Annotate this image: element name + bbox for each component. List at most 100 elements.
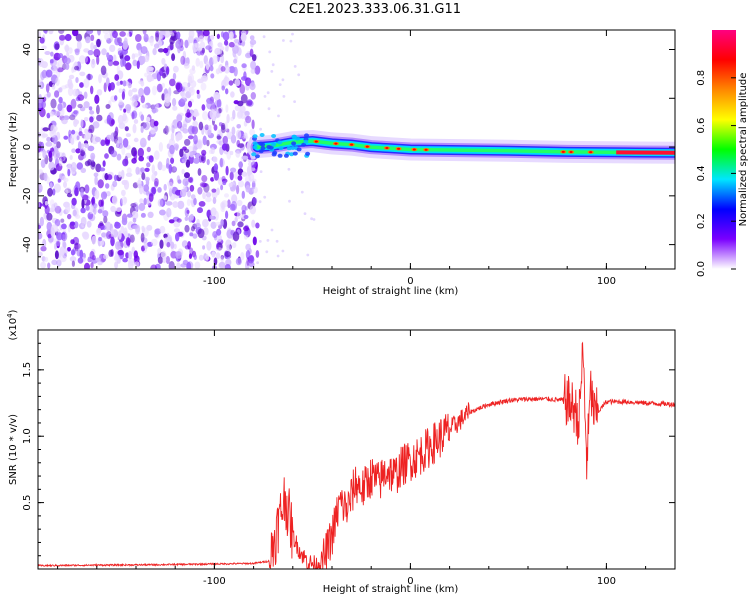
noise-speck: [83, 78, 90, 88]
noise-speck: [159, 239, 164, 249]
spectrogram-plot: [38, 30, 675, 269]
noise-speck: [256, 261, 259, 265]
noise-speck: [224, 65, 230, 74]
noise-speck: [146, 116, 151, 123]
noise-speck: [45, 141, 53, 147]
noise-speck: [249, 205, 257, 215]
noise-speck: [130, 203, 137, 208]
noise-speck: [69, 256, 77, 262]
noise-speck: [123, 180, 130, 190]
noise-speck: [99, 167, 106, 172]
signal-blob: [283, 153, 289, 158]
noise-speck: [268, 50, 272, 54]
noise-speck: [87, 128, 93, 133]
noise-speck: [81, 198, 85, 209]
signal-peak: [334, 142, 338, 145]
noise-speck: [245, 243, 251, 251]
signal-peak: [350, 143, 354, 146]
noise-speck: [126, 167, 132, 174]
noise-speck: [98, 74, 102, 84]
noise-speck: [175, 134, 180, 142]
noise-speck: [87, 73, 91, 81]
noise-speck: [222, 180, 227, 186]
noise-speck: [41, 61, 48, 69]
noise-speck: [102, 30, 110, 34]
y-tick-label: -40: [22, 236, 33, 252]
noise-speck: [230, 167, 237, 173]
noise-speck: [243, 225, 250, 232]
noise-speck: [100, 139, 106, 147]
noise-speck: [151, 164, 155, 174]
noise-speck: [180, 263, 187, 268]
y-tick-label: 40: [22, 43, 33, 56]
noise-speck: [266, 91, 270, 95]
noise-speck: [118, 171, 122, 178]
noise-speck: [72, 88, 79, 97]
noise-speck: [58, 53, 64, 59]
noise-speck: [94, 136, 101, 143]
noise-speck: [246, 257, 250, 266]
noise-speck: [300, 190, 304, 194]
noise-speck: [90, 160, 96, 170]
colorbar-tick-label: 0.4: [696, 165, 707, 181]
noise-speck: [103, 215, 108, 224]
noise-speck: [121, 217, 128, 226]
noise-speck: [206, 159, 210, 166]
noise-speck: [56, 259, 62, 267]
noise-speck: [165, 256, 170, 264]
signal-peak: [314, 140, 318, 143]
noise-speck: [237, 175, 243, 181]
noise-speck: [148, 155, 154, 163]
noise-speck: [224, 264, 231, 269]
noise-speck: [56, 232, 63, 241]
noise-speck: [122, 80, 127, 87]
noise-speck: [240, 32, 247, 42]
noise-speck: [233, 38, 240, 44]
noise-speck: [229, 31, 234, 40]
noise-speck: [171, 124, 175, 134]
noise-speck: [263, 95, 267, 98]
noise-speck: [72, 209, 77, 217]
noise-speck: [71, 148, 76, 153]
noise-speck: [93, 172, 99, 178]
noise-speck: [195, 57, 200, 67]
noise-speck: [240, 252, 245, 261]
noise-speck: [119, 31, 126, 37]
noise-speck: [157, 256, 163, 264]
noise-speck: [293, 65, 297, 68]
noise-speck: [194, 42, 200, 48]
noise-speck: [110, 227, 115, 238]
noise-speck: [241, 171, 248, 177]
noise-speck: [98, 237, 103, 242]
colorbar-gradient: [712, 30, 736, 269]
noise-speck: [245, 77, 252, 86]
noise-speck: [233, 100, 239, 105]
noise-speck: [267, 107, 271, 111]
y-tick-label: -20: [22, 188, 33, 204]
signal-blob: [252, 141, 258, 146]
y-tick-label: 0.5: [22, 495, 33, 511]
noise-speck: [50, 98, 57, 109]
noise-speck: [38, 143, 42, 153]
noise-speck: [88, 106, 93, 111]
noise-speck: [196, 89, 200, 95]
noise-speck: [239, 84, 246, 95]
noise-speck: [245, 115, 252, 124]
noise-speck: [157, 187, 162, 193]
noise-speck: [79, 249, 84, 259]
noise-speck: [231, 194, 238, 204]
noise-speck: [250, 60, 257, 70]
noise-speck: [133, 150, 138, 161]
noise-speck: [44, 51, 51, 55]
noise-speck: [184, 39, 189, 49]
noise-speck: [150, 127, 156, 135]
noise-speck: [80, 167, 87, 173]
signal-blob: [303, 139, 309, 144]
noise-speck: [38, 251, 43, 257]
noise-speck: [131, 100, 138, 108]
signal-blob: [251, 152, 257, 157]
noise-speck: [228, 182, 233, 188]
noise-speck: [90, 152, 96, 161]
noise-speck: [85, 36, 91, 44]
noise-speck: [234, 39, 240, 48]
